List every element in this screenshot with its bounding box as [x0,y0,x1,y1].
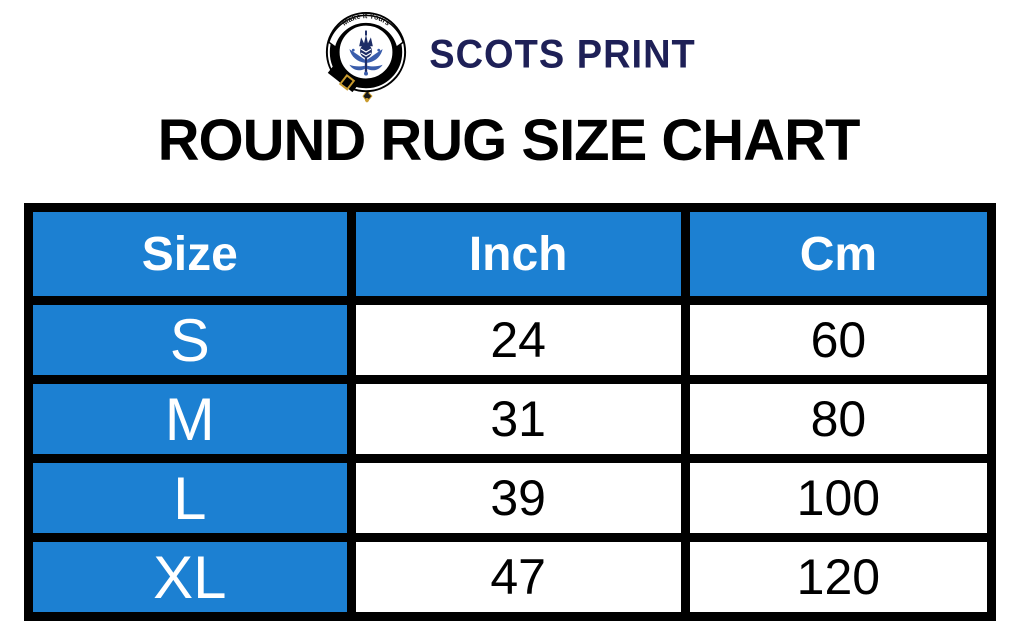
column-header-size: Size [24,203,356,305]
table-row-s: S 24 60 [24,296,997,384]
size-chart-table: Size Inch Cm S 24 60 M 31 80 L 39 100 [24,203,997,621]
cm-cell: 100 [680,454,997,542]
size-cell: S [24,296,356,384]
inch-cell: 39 [346,454,690,542]
brand-name: SCOTS PRINT [429,32,696,77]
inch-cell: 47 [346,533,690,621]
size-cell: L [24,454,356,542]
inch-cell: 24 [346,296,690,384]
brand-header: Make It Yours SCOTS PRINT [0,0,1017,104]
header-row: Size Inch Cm [24,203,997,305]
page-title: ROUND RUG SIZE CHART [157,108,861,173]
size-cell: XL [24,533,356,621]
column-header-cm: Cm [680,203,997,305]
column-header-inch: Inch [346,203,690,305]
size-cell: M [24,375,356,463]
table-row-m: M 31 80 [24,375,997,463]
clan-crest-icon: Make It Yours [326,11,407,103]
table-row-xl: XL 47 120 [24,533,997,621]
table-row-l: L 39 100 [24,454,997,542]
cm-cell: 80 [680,375,997,463]
cm-cell: 60 [680,296,997,384]
cm-cell: 120 [680,533,997,621]
inch-cell: 31 [346,375,690,463]
